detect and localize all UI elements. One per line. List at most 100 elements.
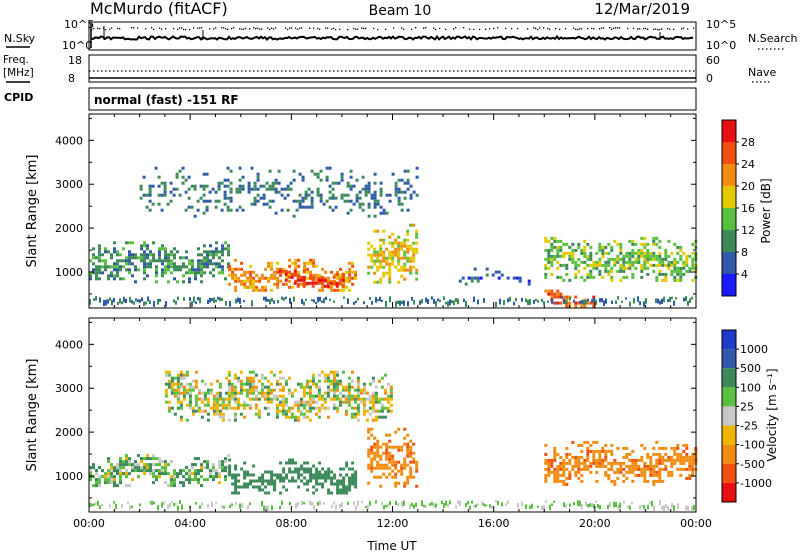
vel-echo-cell bbox=[218, 415, 222, 419]
vel-echo-cell bbox=[197, 481, 200, 485]
vel-echo-cell bbox=[655, 458, 659, 462]
power-echo-cell bbox=[110, 274, 113, 278]
power-ground-scatter bbox=[445, 301, 447, 305]
power-echo-cell bbox=[294, 258, 298, 262]
power-ground-scatter bbox=[573, 299, 575, 303]
power-echo-cell bbox=[158, 259, 161, 263]
nsearch-dot bbox=[287, 28, 289, 31]
vel-echo-cell bbox=[191, 466, 194, 470]
vel-echo-cell bbox=[317, 394, 321, 398]
power-echo-cell bbox=[358, 205, 362, 209]
power-ground-scatter bbox=[659, 300, 661, 305]
vel-echo-cell bbox=[415, 466, 419, 470]
vel-echo-cell bbox=[179, 403, 183, 407]
vel-echo-cell bbox=[362, 385, 366, 389]
power-echo-cell bbox=[264, 285, 268, 289]
vel-echo-cell bbox=[356, 409, 360, 413]
power-echo-cell bbox=[385, 211, 389, 215]
vel-echo-cell bbox=[607, 476, 611, 480]
power-echo-cell bbox=[562, 251, 566, 255]
power-echo-cell bbox=[676, 266, 680, 270]
vel-echo-cell bbox=[200, 463, 203, 467]
power-echo-cell bbox=[206, 250, 209, 254]
vel-echo-cell bbox=[290, 394, 294, 398]
power-echo-cell bbox=[348, 261, 352, 265]
vel-ground-scatter bbox=[473, 504, 475, 508]
vel-echo-cell bbox=[406, 454, 410, 458]
vel-echo-cell bbox=[212, 394, 216, 398]
power-echo-cell bbox=[565, 304, 569, 308]
vel-echo-cell bbox=[688, 458, 692, 462]
power-echo-cell bbox=[250, 187, 254, 191]
power-echo-cell bbox=[261, 285, 265, 289]
power-echo-cell bbox=[628, 263, 632, 267]
vel-echo-cell bbox=[191, 463, 194, 467]
vel-echo-cell bbox=[128, 457, 131, 461]
power-ground-scatter bbox=[421, 299, 423, 304]
vel-echo-cell bbox=[320, 403, 324, 407]
vel-echo-cell bbox=[397, 427, 401, 431]
power-echo-cell bbox=[202, 184, 206, 188]
vel-echo-cell bbox=[308, 385, 312, 389]
power-echo-cell bbox=[128, 262, 131, 266]
vel-echo-cell bbox=[203, 397, 207, 401]
vel-echo-cell bbox=[685, 452, 689, 456]
vel-echo-cell bbox=[158, 475, 161, 479]
vel-echo-cell bbox=[592, 458, 596, 462]
power-echo-cell bbox=[673, 266, 677, 270]
vel-ground-scatter bbox=[639, 505, 641, 510]
vel-echo-cell bbox=[649, 458, 653, 462]
vel-echo-cell bbox=[412, 451, 416, 455]
cpid-text: normal (fast) -151 RF bbox=[94, 93, 239, 107]
power-ground-scatter bbox=[593, 297, 595, 302]
vel-echo-cell bbox=[691, 464, 695, 468]
vel-echo-cell bbox=[305, 400, 309, 404]
power-ground-scatter bbox=[289, 297, 291, 304]
vel-echo-cell bbox=[221, 418, 225, 422]
vel-ground-scatter bbox=[339, 503, 341, 509]
power-echo-cell bbox=[336, 276, 340, 280]
power-echo-cell bbox=[355, 178, 359, 182]
vel-ground-scatter bbox=[241, 502, 243, 508]
vel-echo-cell bbox=[367, 448, 371, 452]
power-ground-scatter bbox=[509, 296, 511, 302]
vel-echo-cell bbox=[273, 482, 277, 486]
power-echo-cell bbox=[583, 278, 587, 282]
power-echo-cell bbox=[303, 264, 307, 268]
vel-ground-scatter bbox=[483, 503, 485, 507]
power-echo-cell bbox=[574, 260, 578, 264]
power-echo-cell bbox=[217, 199, 221, 203]
vel-echo-cell bbox=[104, 478, 107, 482]
vel-echo-cell bbox=[291, 479, 295, 483]
power-echo-cell bbox=[544, 272, 548, 276]
vel-echo-cell bbox=[342, 467, 346, 471]
vel-echo-cell bbox=[149, 463, 152, 467]
vel-echo-cell bbox=[200, 379, 204, 383]
vel-echo-cell bbox=[296, 382, 300, 386]
power-echo-cell bbox=[691, 257, 695, 261]
power-echo-cell bbox=[107, 277, 110, 281]
power-echo-cell bbox=[185, 271, 188, 275]
power-echo-cell bbox=[119, 265, 122, 269]
vel-echo-cell bbox=[598, 452, 602, 456]
power-echo-cell bbox=[682, 272, 686, 276]
vel-echo-cell bbox=[137, 466, 140, 470]
power-ground-scatter bbox=[131, 300, 133, 304]
vel-echo-cell bbox=[288, 479, 292, 483]
power-echo-cell bbox=[382, 250, 386, 254]
power-echo-cell bbox=[658, 260, 662, 264]
vel-ground-scatter bbox=[551, 503, 553, 506]
power-echo-cell bbox=[170, 253, 173, 257]
power-echo-cell bbox=[276, 285, 280, 289]
vel-echo-cell bbox=[200, 391, 204, 395]
power-echo-cell bbox=[670, 260, 674, 264]
nsearch-dot bbox=[681, 28, 683, 30]
vel-echo-cell bbox=[252, 473, 256, 477]
vel-echo-cell bbox=[294, 470, 298, 474]
vel-echo-cell bbox=[673, 458, 677, 462]
vel-echo-cell bbox=[631, 464, 635, 468]
vel-echo-cell bbox=[330, 470, 334, 474]
vel-echo-cell bbox=[269, 391, 273, 395]
vel-echo-cell bbox=[194, 469, 197, 473]
vel-echo-cell bbox=[203, 466, 206, 470]
